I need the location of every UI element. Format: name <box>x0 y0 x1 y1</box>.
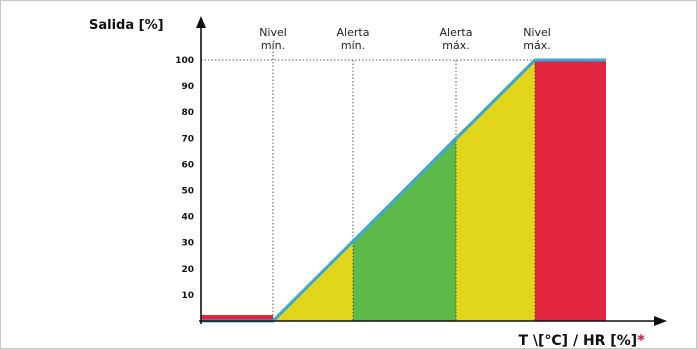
y-tick-label: 60 <box>181 160 194 170</box>
y-tick-label: 100 <box>175 56 194 66</box>
y-tick-label: 10 <box>181 291 194 301</box>
y-tick-label: 80 <box>181 108 194 118</box>
y-tick-label: 90 <box>181 82 194 92</box>
x-axis-label-text: T \[°C] / HR [%] <box>518 333 637 349</box>
y-tick-labels: 10 20 30 40 50 60 70 80 90 100 <box>175 56 194 301</box>
threshold-label-alerta-max-2: máx. <box>442 39 469 52</box>
threshold-label-nivel-max-2: máx. <box>523 39 550 52</box>
threshold-label-nivel-min-2: mín. <box>261 39 285 52</box>
x-axis-label-asterisk: * <box>637 331 645 349</box>
y-tick-label: 40 <box>181 213 194 223</box>
y-tick-label: 30 <box>181 239 194 249</box>
threshold-label-nivel-min: Nivel <box>259 26 287 39</box>
zone-below-min <box>201 315 273 320</box>
x-axis-label: T \[°C] / HR [%]* <box>518 331 645 349</box>
threshold-label-nivel-max: Nivel <box>523 26 551 39</box>
zone-alert-range <box>353 136 456 321</box>
threshold-label-alerta-min-2: mín. <box>341 39 365 52</box>
x-axis-arrow <box>654 316 667 326</box>
y-axis-arrow <box>196 16 206 28</box>
zone-alert-max-to-max <box>456 60 535 321</box>
y-axis-label: Salida [%] <box>89 18 164 33</box>
zone-above-max <box>535 60 606 321</box>
threshold-label-alerta-max: Alerta <box>440 26 473 39</box>
y-tick-label: 20 <box>181 265 194 275</box>
threshold-label-alerta-min: Alerta <box>337 26 370 39</box>
y-tick-label: 70 <box>181 134 194 144</box>
y-tick-label: 50 <box>181 187 194 197</box>
